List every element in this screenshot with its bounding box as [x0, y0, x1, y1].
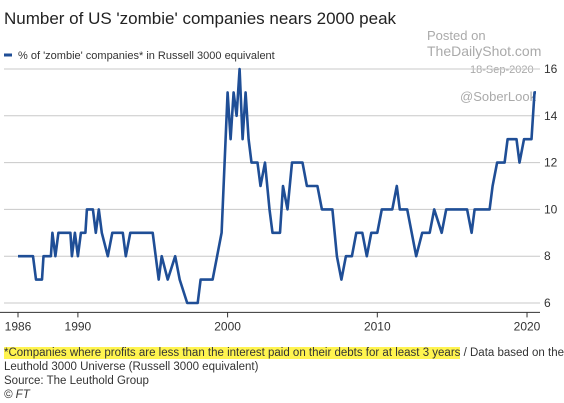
y-tick-label: 16	[544, 62, 558, 76]
source: Source: The Leuthold Group	[4, 375, 149, 387]
x-tick-label: 2020	[514, 319, 541, 333]
chart-title: Number of US 'zombie' companies nears 20…	[4, 9, 397, 28]
watermark: @SoberLook	[460, 89, 537, 104]
watermark: 18-Sep-2020	[470, 64, 534, 76]
credit: © FT	[4, 389, 30, 401]
footnote-highlight: *Companies where profits are less than t…	[4, 347, 461, 359]
x-tick-label: 2010	[364, 319, 391, 333]
x-tick-label: 1986	[5, 319, 32, 333]
series-line	[18, 67, 536, 305]
y-tick-label: 6	[544, 296, 551, 310]
y-tick-label: 8	[544, 249, 551, 263]
x-tick-label: 1990	[65, 319, 92, 333]
footnote: *Companies where profits are less than t…	[4, 346, 564, 374]
watermark: Posted on	[427, 28, 486, 43]
footnote-rest: / Data based on the Leuthold 3000 Univer…	[4, 347, 564, 373]
y-tick-label: 14	[544, 109, 558, 123]
x-tick-label: 2000	[214, 319, 241, 333]
legend-label: % of 'zombie' companies* in Russell 3000…	[18, 50, 275, 62]
watermark: TheDailyShot.com	[427, 43, 541, 59]
y-tick-label: 10	[544, 202, 558, 216]
chart: Number of US 'zombie' companies nears 20…	[0, 9, 558, 333]
y-tick-label: 12	[544, 156, 558, 170]
